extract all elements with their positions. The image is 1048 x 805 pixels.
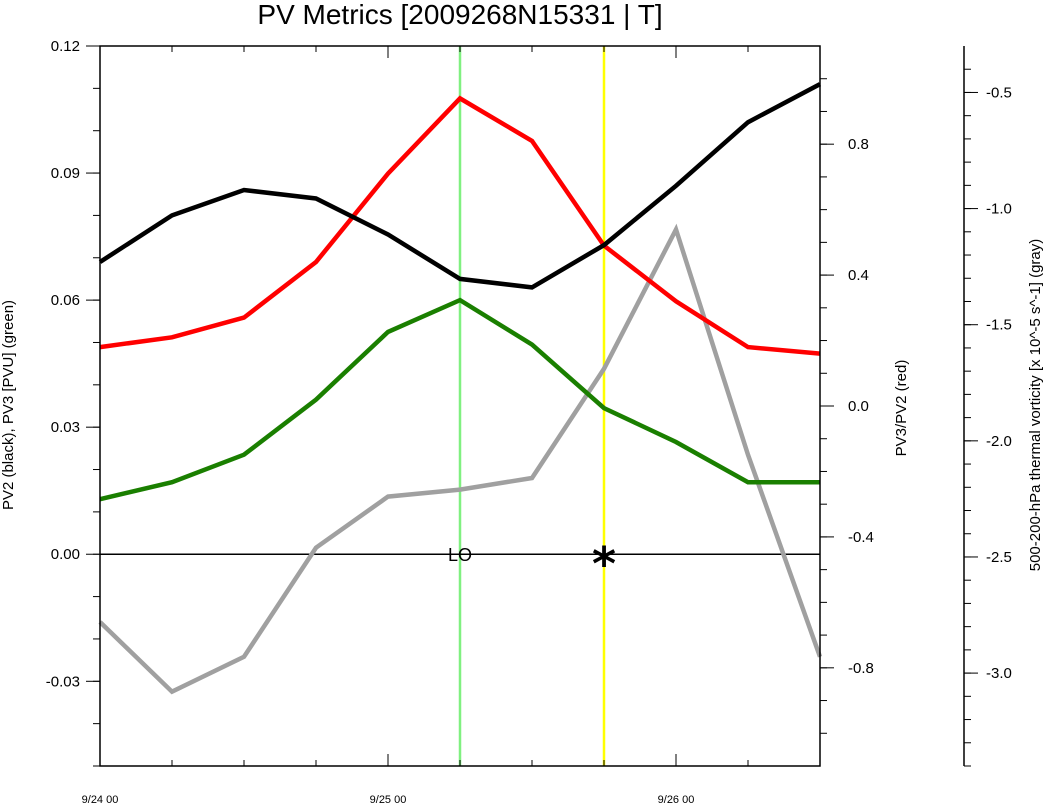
- right-axis-gray-label: 500-200-hPa thermal vorticity [x 10^-5 s…: [1027, 239, 1044, 572]
- annotations: LO *: [448, 537, 616, 591]
- series-line-0: [98, 82, 822, 290]
- gray-tick-label: -3.0: [986, 665, 1012, 682]
- red-tick-label: 0.8: [848, 136, 869, 153]
- left-tick-label: 0.12: [51, 38, 80, 55]
- gray-tick-label: -0.5: [986, 84, 1012, 101]
- gray-tick-label: -2.5: [986, 549, 1012, 566]
- x-tick-label: 9/26 00: [658, 794, 695, 805]
- red-tick-label: 0.0: [848, 398, 869, 415]
- right-axis-red-label: PV3/PV2 (red): [893, 360, 910, 457]
- plot-frame: [99, 45, 965, 767]
- gray-tick-label: -2.0: [986, 433, 1012, 450]
- x-tick-label: 9/24 00: [82, 794, 119, 805]
- chart-title: PV Metrics [2009268N15331 | T]: [257, 0, 662, 30]
- lo-annotation: LO: [448, 545, 472, 565]
- red-tick-label: -0.8: [848, 660, 874, 677]
- gray-tick-label: -1.5: [986, 317, 1012, 334]
- left-axis-label: PV2 (black), PV3 [PVU] (green): [0, 300, 17, 510]
- red-tick-label: 0.4: [848, 267, 869, 284]
- gray-tick-label: -1.0: [986, 201, 1012, 218]
- left-tick-label: 0.06: [51, 292, 80, 309]
- red-tick-label: -0.4: [848, 529, 874, 546]
- series-line-2: [99, 95, 821, 356]
- series-line-3: [98, 223, 823, 695]
- series-line-1: [99, 297, 820, 502]
- series-lines: [98, 82, 823, 695]
- x-tick-label: 9/25 00: [370, 794, 407, 805]
- left-tick-label: 0.00: [51, 546, 80, 563]
- left-tick-label: 0.09: [51, 165, 80, 182]
- left-tick-label: -0.03: [46, 673, 80, 690]
- left-tick-label: 0.03: [51, 419, 80, 436]
- tick-marks: -0.03 0.00 0.03 0.06 0.09 0.12 -0.8 -0.4 0.0 0.4 0…: [46, 38, 1012, 805]
- storm-marker: *: [592, 537, 616, 591]
